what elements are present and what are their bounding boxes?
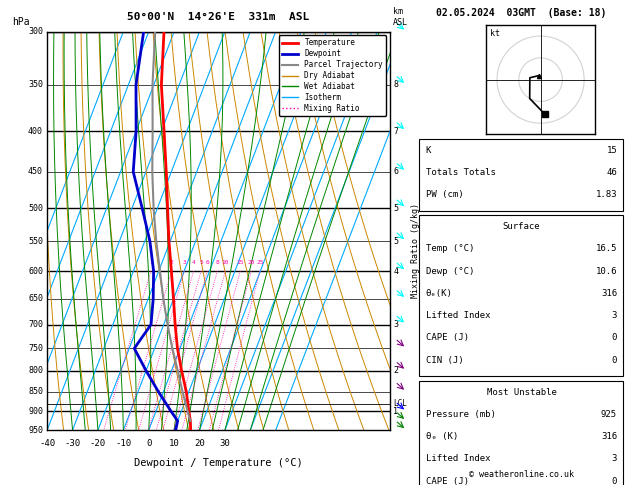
Text: CAPE (J): CAPE (J) <box>426 477 469 486</box>
Text: 316: 316 <box>601 289 617 298</box>
Text: 800: 800 <box>28 366 43 375</box>
Text: 0: 0 <box>612 333 617 342</box>
Text: 850: 850 <box>28 387 43 396</box>
Text: 8: 8 <box>393 80 398 89</box>
Text: 6: 6 <box>206 260 209 265</box>
FancyBboxPatch shape <box>420 215 623 376</box>
Text: CAPE (J): CAPE (J) <box>426 333 469 342</box>
Text: Lifted Index: Lifted Index <box>426 311 490 320</box>
Text: 4: 4 <box>393 267 398 276</box>
Text: 30: 30 <box>220 439 230 448</box>
Text: -20: -20 <box>90 439 106 448</box>
Text: 10.6: 10.6 <box>596 267 617 276</box>
Text: 46: 46 <box>606 168 617 177</box>
Text: 925: 925 <box>601 410 617 419</box>
Text: 950: 950 <box>28 426 43 434</box>
Text: 1: 1 <box>393 407 398 416</box>
Legend: Temperature, Dewpoint, Parcel Trajectory, Dry Adiabat, Wet Adiabat, Isotherm, Mi: Temperature, Dewpoint, Parcel Trajectory… <box>279 35 386 116</box>
Text: 316: 316 <box>601 432 617 441</box>
Text: 500: 500 <box>28 204 43 213</box>
Text: PW (cm): PW (cm) <box>426 190 464 199</box>
Text: 2: 2 <box>393 366 398 375</box>
Text: 3: 3 <box>612 311 617 320</box>
Text: 450: 450 <box>28 167 43 176</box>
Text: kt: kt <box>491 29 501 38</box>
Text: 300: 300 <box>28 27 43 36</box>
Text: 3: 3 <box>182 260 186 265</box>
Text: 5: 5 <box>393 204 398 213</box>
Text: Mixing Ratio (g/kg): Mixing Ratio (g/kg) <box>411 203 420 298</box>
Text: Pressure (mb): Pressure (mb) <box>426 410 496 419</box>
Text: LCL: LCL <box>393 399 408 408</box>
Text: 750: 750 <box>28 344 43 353</box>
FancyBboxPatch shape <box>420 139 623 210</box>
Text: 3: 3 <box>393 320 398 329</box>
Text: 02.05.2024  03GMT  (Base: 18): 02.05.2024 03GMT (Base: 18) <box>437 8 606 18</box>
Text: -30: -30 <box>65 439 81 448</box>
Text: Lifted Index: Lifted Index <box>426 454 490 463</box>
Text: 1.83: 1.83 <box>596 190 617 199</box>
Text: Temp (°C): Temp (°C) <box>426 244 474 253</box>
Text: Dewp (°C): Dewp (°C) <box>426 267 474 276</box>
Text: 15: 15 <box>606 146 617 155</box>
Text: 3: 3 <box>612 454 617 463</box>
Text: θₑ (K): θₑ (K) <box>426 432 458 441</box>
Text: 5: 5 <box>199 260 203 265</box>
Text: 400: 400 <box>28 126 43 136</box>
Text: θₑ(K): θₑ(K) <box>426 289 453 298</box>
Text: 5: 5 <box>393 237 398 245</box>
Text: 900: 900 <box>28 407 43 416</box>
Text: 10: 10 <box>221 260 229 265</box>
Text: 350: 350 <box>28 80 43 89</box>
Text: 20: 20 <box>194 439 205 448</box>
Text: 550: 550 <box>28 237 43 245</box>
Text: 16.5: 16.5 <box>596 244 617 253</box>
Text: 8: 8 <box>215 260 219 265</box>
Text: 2: 2 <box>170 260 174 265</box>
Text: 7: 7 <box>393 126 398 136</box>
Text: -40: -40 <box>39 439 55 448</box>
Text: 4: 4 <box>192 260 196 265</box>
Text: 700: 700 <box>28 320 43 329</box>
Text: Totals Totals: Totals Totals <box>426 168 496 177</box>
Text: Surface: Surface <box>503 222 540 231</box>
Text: 0: 0 <box>612 356 617 364</box>
Text: K: K <box>426 146 431 155</box>
Text: 25: 25 <box>256 260 264 265</box>
Text: 1: 1 <box>149 260 153 265</box>
Text: Dewpoint / Temperature (°C): Dewpoint / Temperature (°C) <box>134 458 303 468</box>
Text: -10: -10 <box>115 439 131 448</box>
Text: 0: 0 <box>612 477 617 486</box>
Text: © weatheronline.co.uk: © weatheronline.co.uk <box>469 470 574 479</box>
FancyBboxPatch shape <box>420 381 623 486</box>
Text: 15: 15 <box>237 260 244 265</box>
Text: 650: 650 <box>28 295 43 303</box>
Text: 10: 10 <box>169 439 179 448</box>
Text: 600: 600 <box>28 267 43 276</box>
Text: 0: 0 <box>146 439 152 448</box>
Text: 50°00'N  14°26'E  331m  ASL: 50°00'N 14°26'E 331m ASL <box>128 12 309 22</box>
Text: km
ASL: km ASL <box>393 7 408 27</box>
Text: CIN (J): CIN (J) <box>426 356 464 364</box>
Text: hPa: hPa <box>13 17 30 27</box>
Text: 20: 20 <box>247 260 255 265</box>
Text: Most Unstable: Most Unstable <box>486 388 557 397</box>
Text: 6: 6 <box>393 167 398 176</box>
